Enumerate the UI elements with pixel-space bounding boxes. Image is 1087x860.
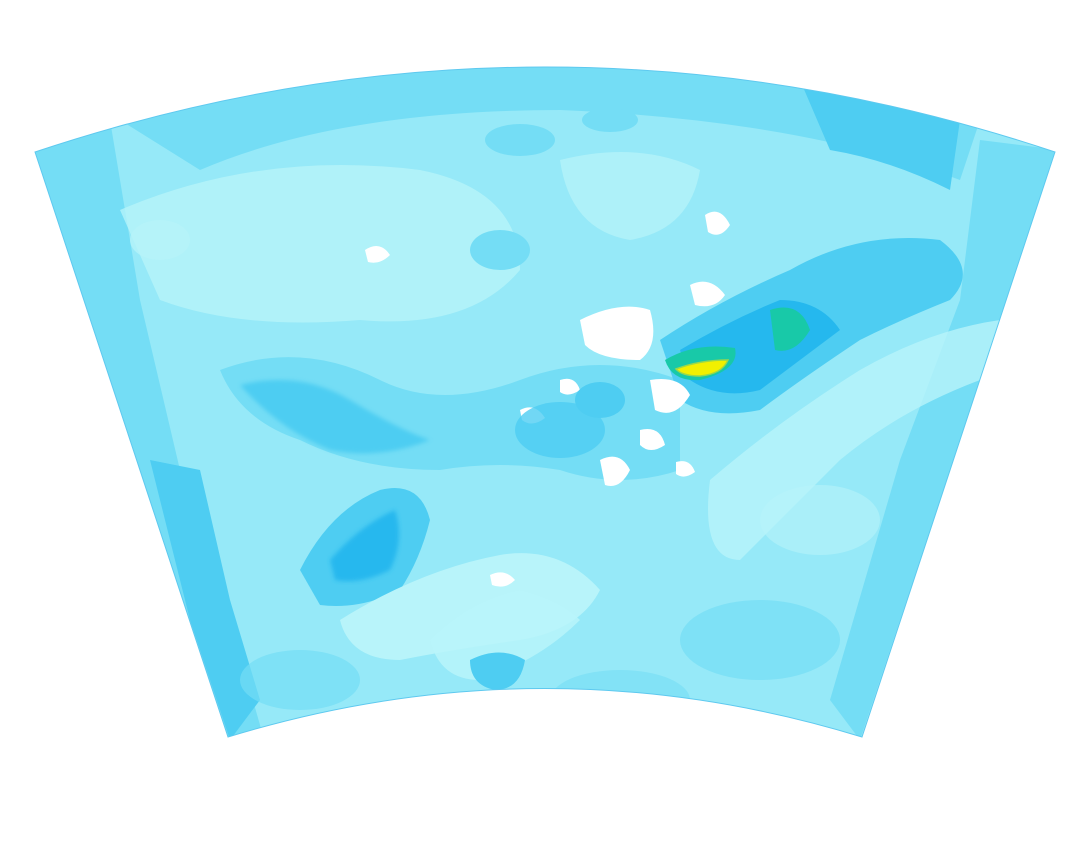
- northeast-green-band: [770, 307, 810, 351]
- north-light-region: [120, 165, 520, 323]
- north-light-patch: [560, 152, 700, 240]
- peak-outline: [674, 359, 730, 377]
- south-basin-core: [330, 510, 399, 582]
- mottled-texture: [130, 86, 880, 730]
- left-edge-band-dark: [150, 460, 260, 737]
- central-belt-core: [240, 380, 430, 454]
- southern-ribbon-tail: [430, 590, 580, 680]
- right-edge-band: [830, 140, 1055, 737]
- domain-outline: [34, 66, 1056, 738]
- southern-dark-spot: [470, 652, 525, 690]
